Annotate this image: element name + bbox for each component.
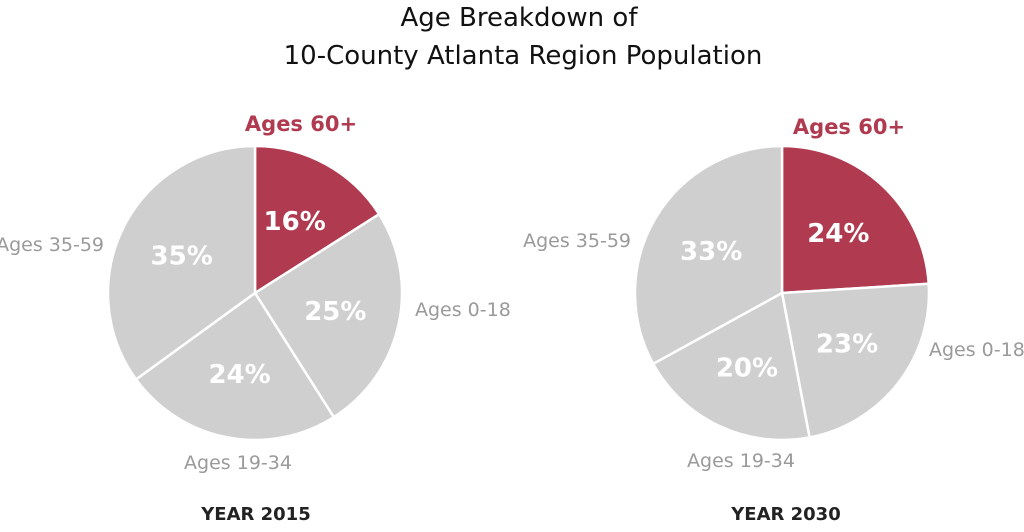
slice-percent-label: 23%	[816, 329, 878, 359]
pie-slice-ages-19-34	[651, 291, 811, 442]
slice-category-label: Ages 60+	[793, 115, 905, 139]
slice-percent-label: 25%	[304, 297, 366, 327]
slice-category-label: Ages 35-59	[523, 230, 631, 252]
slice-category-label: Ages 0-18	[929, 339, 1024, 361]
year-label: YEAR 2015	[200, 504, 311, 525]
chart-title-line-1: Age Breakdown of	[401, 3, 639, 33]
slice-category-label: Ages 0-18	[415, 299, 511, 321]
pie-slice-ages-19-34	[134, 291, 336, 442]
pie-chart-2: 24% 23% 20% 33% Ages 60+ Ages 0-18 Ages 19-34 A…	[523, 115, 1024, 525]
slice-percent-label: 35%	[151, 242, 213, 272]
slice-percent-label: 33%	[680, 237, 742, 267]
slice-category-label: Ages 19-34	[184, 452, 292, 474]
slice-category-label: Ages 60+	[245, 112, 357, 136]
slice-percent-label: 16%	[264, 207, 326, 237]
chart-title-line-2: 10-County Atlanta Region Population	[284, 41, 763, 71]
pie-slice-ages-60	[253, 144, 381, 295]
slice-category-label: Ages 35-59	[0, 234, 104, 256]
year-label: YEAR 2030	[730, 504, 841, 525]
pie-slice-ages-0-18	[253, 212, 404, 419]
pie-charts: 16% 25% 24% 35% Ages 60+ Ages 0-18 Ages 19-34 A…	[0, 112, 1024, 525]
pie-slice-ages-60	[780, 144, 930, 295]
slice-category-label: Ages 19-34	[687, 450, 795, 472]
pie-slice-ages-35-59	[633, 144, 784, 366]
pie-slice-ages-0-18	[780, 282, 931, 439]
slice-percent-label: 24%	[807, 219, 869, 249]
slice-percent-label: 24%	[208, 360, 270, 390]
pie-slice-ages-35-59	[106, 144, 257, 381]
pie-chart-1: 16% 25% 24% 35% Ages 60+ Ages 0-18 Ages 19-34 A…	[0, 112, 511, 525]
slice-percent-label: 20%	[716, 353, 778, 383]
